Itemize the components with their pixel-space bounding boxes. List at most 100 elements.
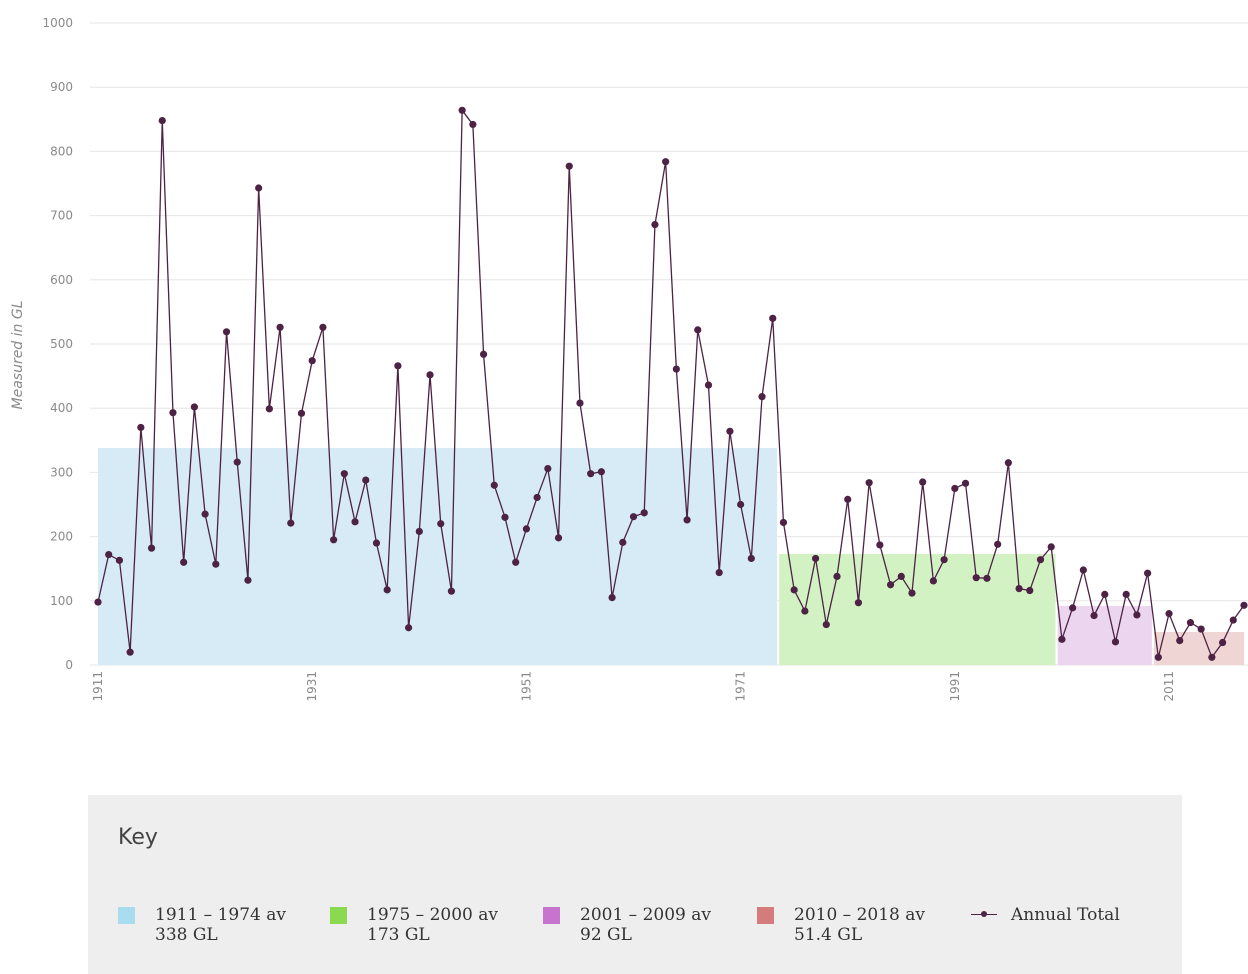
data-point (426, 371, 434, 379)
data-point (244, 576, 252, 584)
data-point (951, 484, 959, 493)
data-point (929, 577, 938, 585)
data-point (854, 599, 863, 607)
data-point (672, 365, 680, 373)
data-point (683, 516, 691, 524)
x-tick-label: 1991 (948, 671, 962, 702)
x-tick-label: 1951 (519, 671, 533, 702)
data-point (255, 184, 263, 192)
chart: 0 100 200 300 400 500 600 700 800 900 1000 1911 193… (10, 16, 1248, 702)
data-point (437, 520, 445, 528)
data-point (522, 525, 531, 533)
data-point (662, 158, 670, 166)
data-point (715, 568, 723, 577)
data-point (469, 120, 477, 129)
data-point (287, 519, 295, 527)
data-point (1176, 637, 1184, 645)
data-point (1229, 616, 1237, 624)
data-point (180, 558, 188, 566)
y-tick-label: 800 (50, 144, 73, 158)
data-point (394, 362, 402, 370)
data-point (201, 510, 209, 518)
legend-title: Key (118, 825, 158, 850)
data-point (169, 409, 177, 417)
data-point (212, 560, 220, 568)
data-point (233, 458, 241, 466)
data-point (1004, 459, 1012, 467)
data-point (319, 323, 327, 331)
data-point (790, 586, 798, 594)
y-tick-label: 100 (50, 594, 73, 608)
data-point (222, 328, 231, 336)
data-point (1047, 543, 1055, 551)
x-tick-label: 2011 (1162, 671, 1176, 702)
y-tick-label: 600 (50, 273, 73, 287)
period-average-bands (98, 448, 1244, 665)
data-point (404, 624, 413, 632)
x-axis-ticks: 1911 1931 1951 1971 1991 2011 (91, 671, 1176, 702)
data-point (1101, 590, 1109, 598)
series-annual-total (94, 106, 1248, 661)
data-point (1154, 653, 1162, 661)
data-point (983, 574, 991, 582)
data-point (105, 550, 113, 559)
legend-item-value: 173 GL (367, 925, 430, 945)
data-point (362, 476, 370, 484)
data-point (479, 350, 488, 358)
data-point (865, 479, 873, 487)
y-tick-label: 500 (50, 337, 73, 351)
data-point (726, 427, 734, 435)
legend-swatch-blue (118, 907, 135, 924)
legend-swatch-green (330, 907, 347, 924)
data-point (458, 106, 466, 114)
data-point (1240, 601, 1248, 609)
y-tick-label: 900 (50, 80, 73, 94)
period-average-bar (1154, 632, 1244, 665)
data-point (844, 495, 852, 503)
data-point (383, 586, 391, 594)
data-point (190, 403, 198, 411)
y-tick-label: 0 (65, 658, 73, 672)
data-point (1111, 638, 1120, 646)
y-tick-label: 700 (50, 209, 73, 223)
data-point (694, 326, 702, 334)
data-point (1165, 610, 1173, 618)
data-point (147, 544, 156, 552)
x-tick-label: 1971 (734, 671, 748, 702)
data-point (512, 558, 520, 566)
series-line (97, 108, 1245, 659)
data-point (704, 381, 713, 389)
data-point (137, 423, 145, 432)
data-point (1133, 611, 1141, 619)
data-point (747, 554, 755, 563)
x-tick-label: 1911 (91, 671, 105, 702)
data-point (640, 509, 648, 517)
data-point (1079, 566, 1087, 574)
data-point (501, 513, 509, 521)
y-tick-label: 200 (50, 530, 73, 544)
legend-item-1911-1974: 1911 – 1974 av 338 GL (118, 905, 286, 945)
data-point (276, 323, 284, 331)
data-point (544, 464, 552, 473)
data-point (330, 536, 338, 544)
data-point (833, 572, 841, 581)
data-point (629, 513, 638, 521)
y-axis-label: Measured in GL (10, 300, 26, 409)
data-point (758, 393, 766, 401)
legend-item-annual-total: Annual Total (971, 905, 1120, 925)
data-point (1218, 638, 1227, 647)
x-tick-label: 1931 (305, 671, 319, 702)
legend-item-label: Annual Total (1011, 905, 1120, 925)
data-point (415, 527, 423, 536)
data-point (1208, 653, 1216, 661)
data-point (737, 500, 745, 509)
data-point (94, 598, 102, 606)
legend-item-value: 338 GL (155, 925, 218, 945)
legend-item-label: 1975 – 2000 av (367, 905, 498, 925)
data-point (940, 556, 948, 564)
data-point (619, 538, 627, 546)
data-point (908, 589, 916, 597)
data-point (961, 479, 970, 487)
legend-item-value: 51.4 GL (794, 925, 863, 945)
legend-swatch-purple (543, 907, 560, 924)
